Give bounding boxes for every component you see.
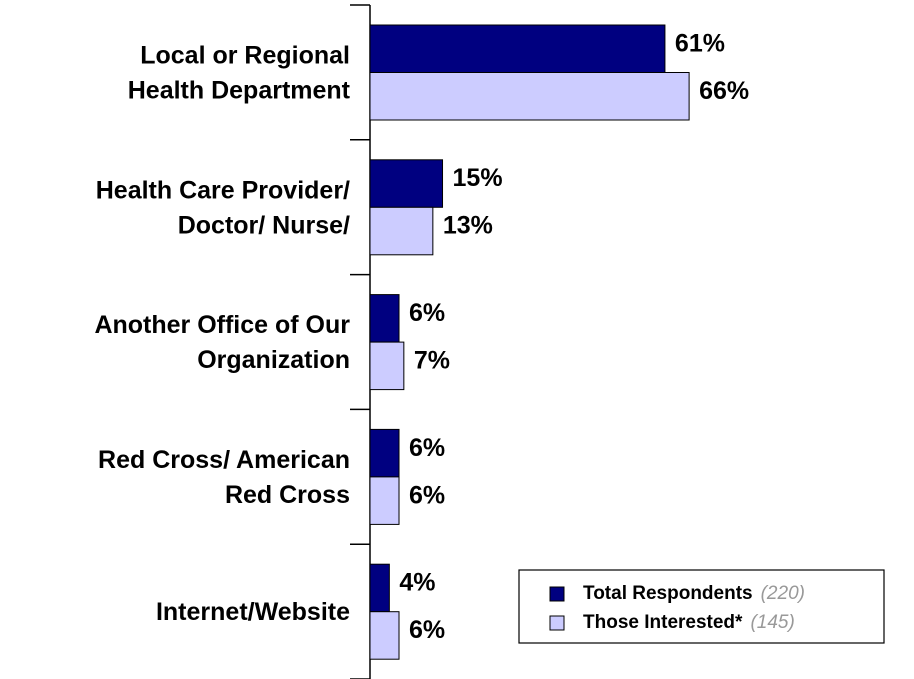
legend-swatch [549,615,565,631]
bar [369,206,434,256]
category-label: Doctor/ Nurse/ [178,211,350,239]
legend-entry: Total Respondents (220) [583,583,805,604]
category-label: Internet/Website [156,598,350,626]
category-label: Another Office of Our [94,311,350,339]
bar [369,563,390,613]
value-label: 13% [443,212,493,240]
value-label: 15% [453,164,503,192]
bar [369,24,666,73]
legend-note: (145) [750,612,794,633]
value-label: 4% [399,569,435,597]
category-label: Local or Regional [140,42,350,70]
value-label: 61% [675,29,725,57]
legend-name: Those Interested* [583,612,743,633]
value-label: 7% [414,346,450,374]
legend-swatch [549,586,565,602]
category-label: Organization [197,346,350,374]
bar [369,428,400,478]
value-label: 66% [699,77,749,105]
legend-box [518,569,885,644]
legend-entry: Those Interested* (145) [583,612,795,633]
legend-note: (220) [761,583,805,604]
value-label: 6% [409,299,445,327]
legend-name: Total Respondents [583,583,753,604]
category-label: Red Cross [225,481,350,509]
category-label: Health Department [128,77,351,105]
bar [369,341,405,391]
bar [369,294,400,343]
bar [369,611,400,660]
value-label: 6% [409,481,445,509]
bar [369,72,690,121]
bar [369,159,444,208]
category-label: Red Cross/ American [98,446,350,474]
value-label: 6% [409,434,445,462]
value-label: 6% [409,616,445,644]
category-label: Health Care Provider/ [96,176,350,204]
bar [369,476,400,525]
